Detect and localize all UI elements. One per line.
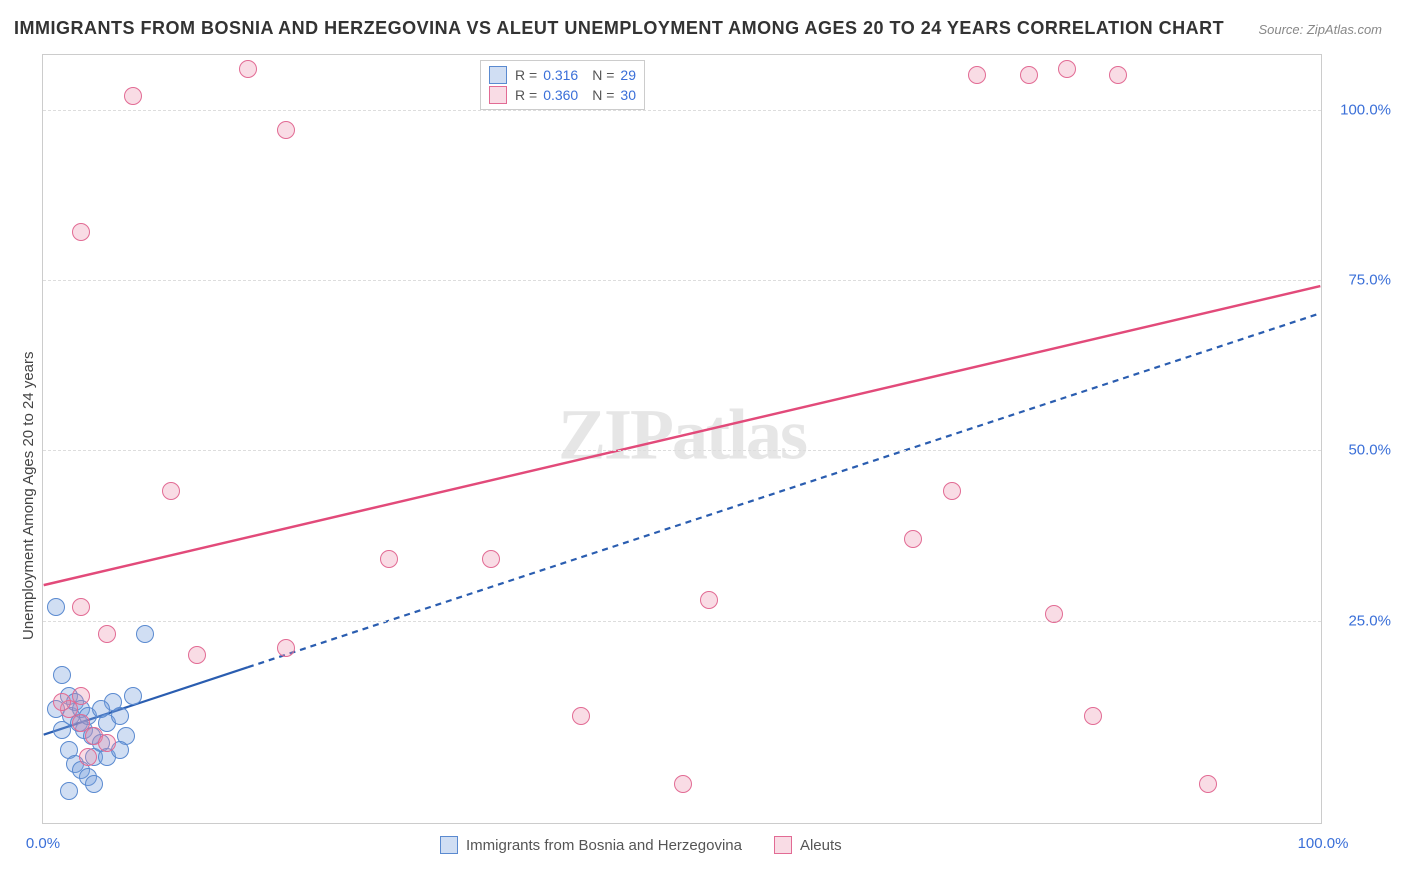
gridline	[43, 621, 1321, 622]
trend-lines	[43, 55, 1321, 823]
series-legend-item: Immigrants from Bosnia and Herzegovina	[440, 836, 742, 854]
correlation-legend: R =0.316 N =29 R =0.360 N =30	[480, 60, 645, 110]
watermark: ZIPatlas	[558, 393, 806, 476]
data-point	[700, 591, 718, 609]
x-tick-label: 0.0%	[26, 835, 60, 852]
data-point	[72, 223, 90, 241]
legend-r: R =0.316	[515, 67, 578, 83]
data-point	[1109, 66, 1127, 84]
y-tick-label: 100.0%	[1340, 101, 1391, 118]
gridline	[43, 450, 1321, 451]
data-point	[98, 625, 116, 643]
legend-swatch	[489, 86, 507, 104]
series-legend-item: Aleuts	[774, 836, 842, 854]
page-title: IMMIGRANTS FROM BOSNIA AND HERZEGOVINA V…	[14, 18, 1224, 39]
data-point	[380, 550, 398, 568]
y-tick-label: 75.0%	[1348, 271, 1391, 288]
gridline	[43, 110, 1321, 111]
series-label: Aleuts	[800, 837, 842, 854]
y-tick-label: 50.0%	[1348, 442, 1391, 459]
data-point	[572, 707, 590, 725]
legend-r: R =0.360	[515, 87, 578, 103]
legend-row: R =0.316 N =29	[489, 65, 636, 85]
legend-n: N =29	[586, 67, 636, 83]
legend-n: N =30	[586, 87, 636, 103]
x-tick-label: 100.0%	[1298, 835, 1349, 852]
data-point	[1045, 605, 1063, 623]
source-label: Source: ZipAtlas.com	[1258, 22, 1382, 37]
data-point	[162, 482, 180, 500]
data-point	[47, 598, 65, 616]
data-point	[53, 721, 71, 739]
data-point	[1084, 707, 1102, 725]
data-point	[1020, 66, 1038, 84]
data-point	[188, 646, 206, 664]
legend-swatch	[489, 66, 507, 84]
series-legend: Immigrants from Bosnia and Herzegovina Al…	[440, 836, 842, 854]
data-point	[968, 66, 986, 84]
data-point	[111, 707, 129, 725]
data-point	[53, 666, 71, 684]
data-point	[85, 775, 103, 793]
data-point	[92, 700, 110, 718]
data-point	[239, 60, 257, 78]
data-point	[124, 87, 142, 105]
data-point	[674, 775, 692, 793]
legend-swatch	[440, 836, 458, 854]
data-point	[60, 782, 78, 800]
data-point	[1058, 60, 1076, 78]
data-point	[53, 693, 71, 711]
data-point	[98, 734, 116, 752]
series-label: Immigrants from Bosnia and Herzegovina	[466, 837, 742, 854]
data-point	[482, 550, 500, 568]
data-point	[72, 687, 90, 705]
data-point	[943, 482, 961, 500]
data-point	[1199, 775, 1217, 793]
legend-swatch	[774, 836, 792, 854]
gridline	[43, 280, 1321, 281]
scatter-plot: ZIPatlas 25.0%50.0%75.0%100.0%0.0%100.0%	[42, 54, 1322, 824]
y-axis-label: Unemployment Among Ages 20 to 24 years	[20, 351, 37, 640]
data-point	[277, 639, 295, 657]
data-point	[277, 121, 295, 139]
data-point	[904, 530, 922, 548]
y-tick-label: 25.0%	[1348, 612, 1391, 629]
data-point	[72, 598, 90, 616]
data-point	[79, 748, 97, 766]
data-point	[124, 687, 142, 705]
legend-row: R =0.360 N =30	[489, 85, 636, 105]
data-point	[136, 625, 154, 643]
